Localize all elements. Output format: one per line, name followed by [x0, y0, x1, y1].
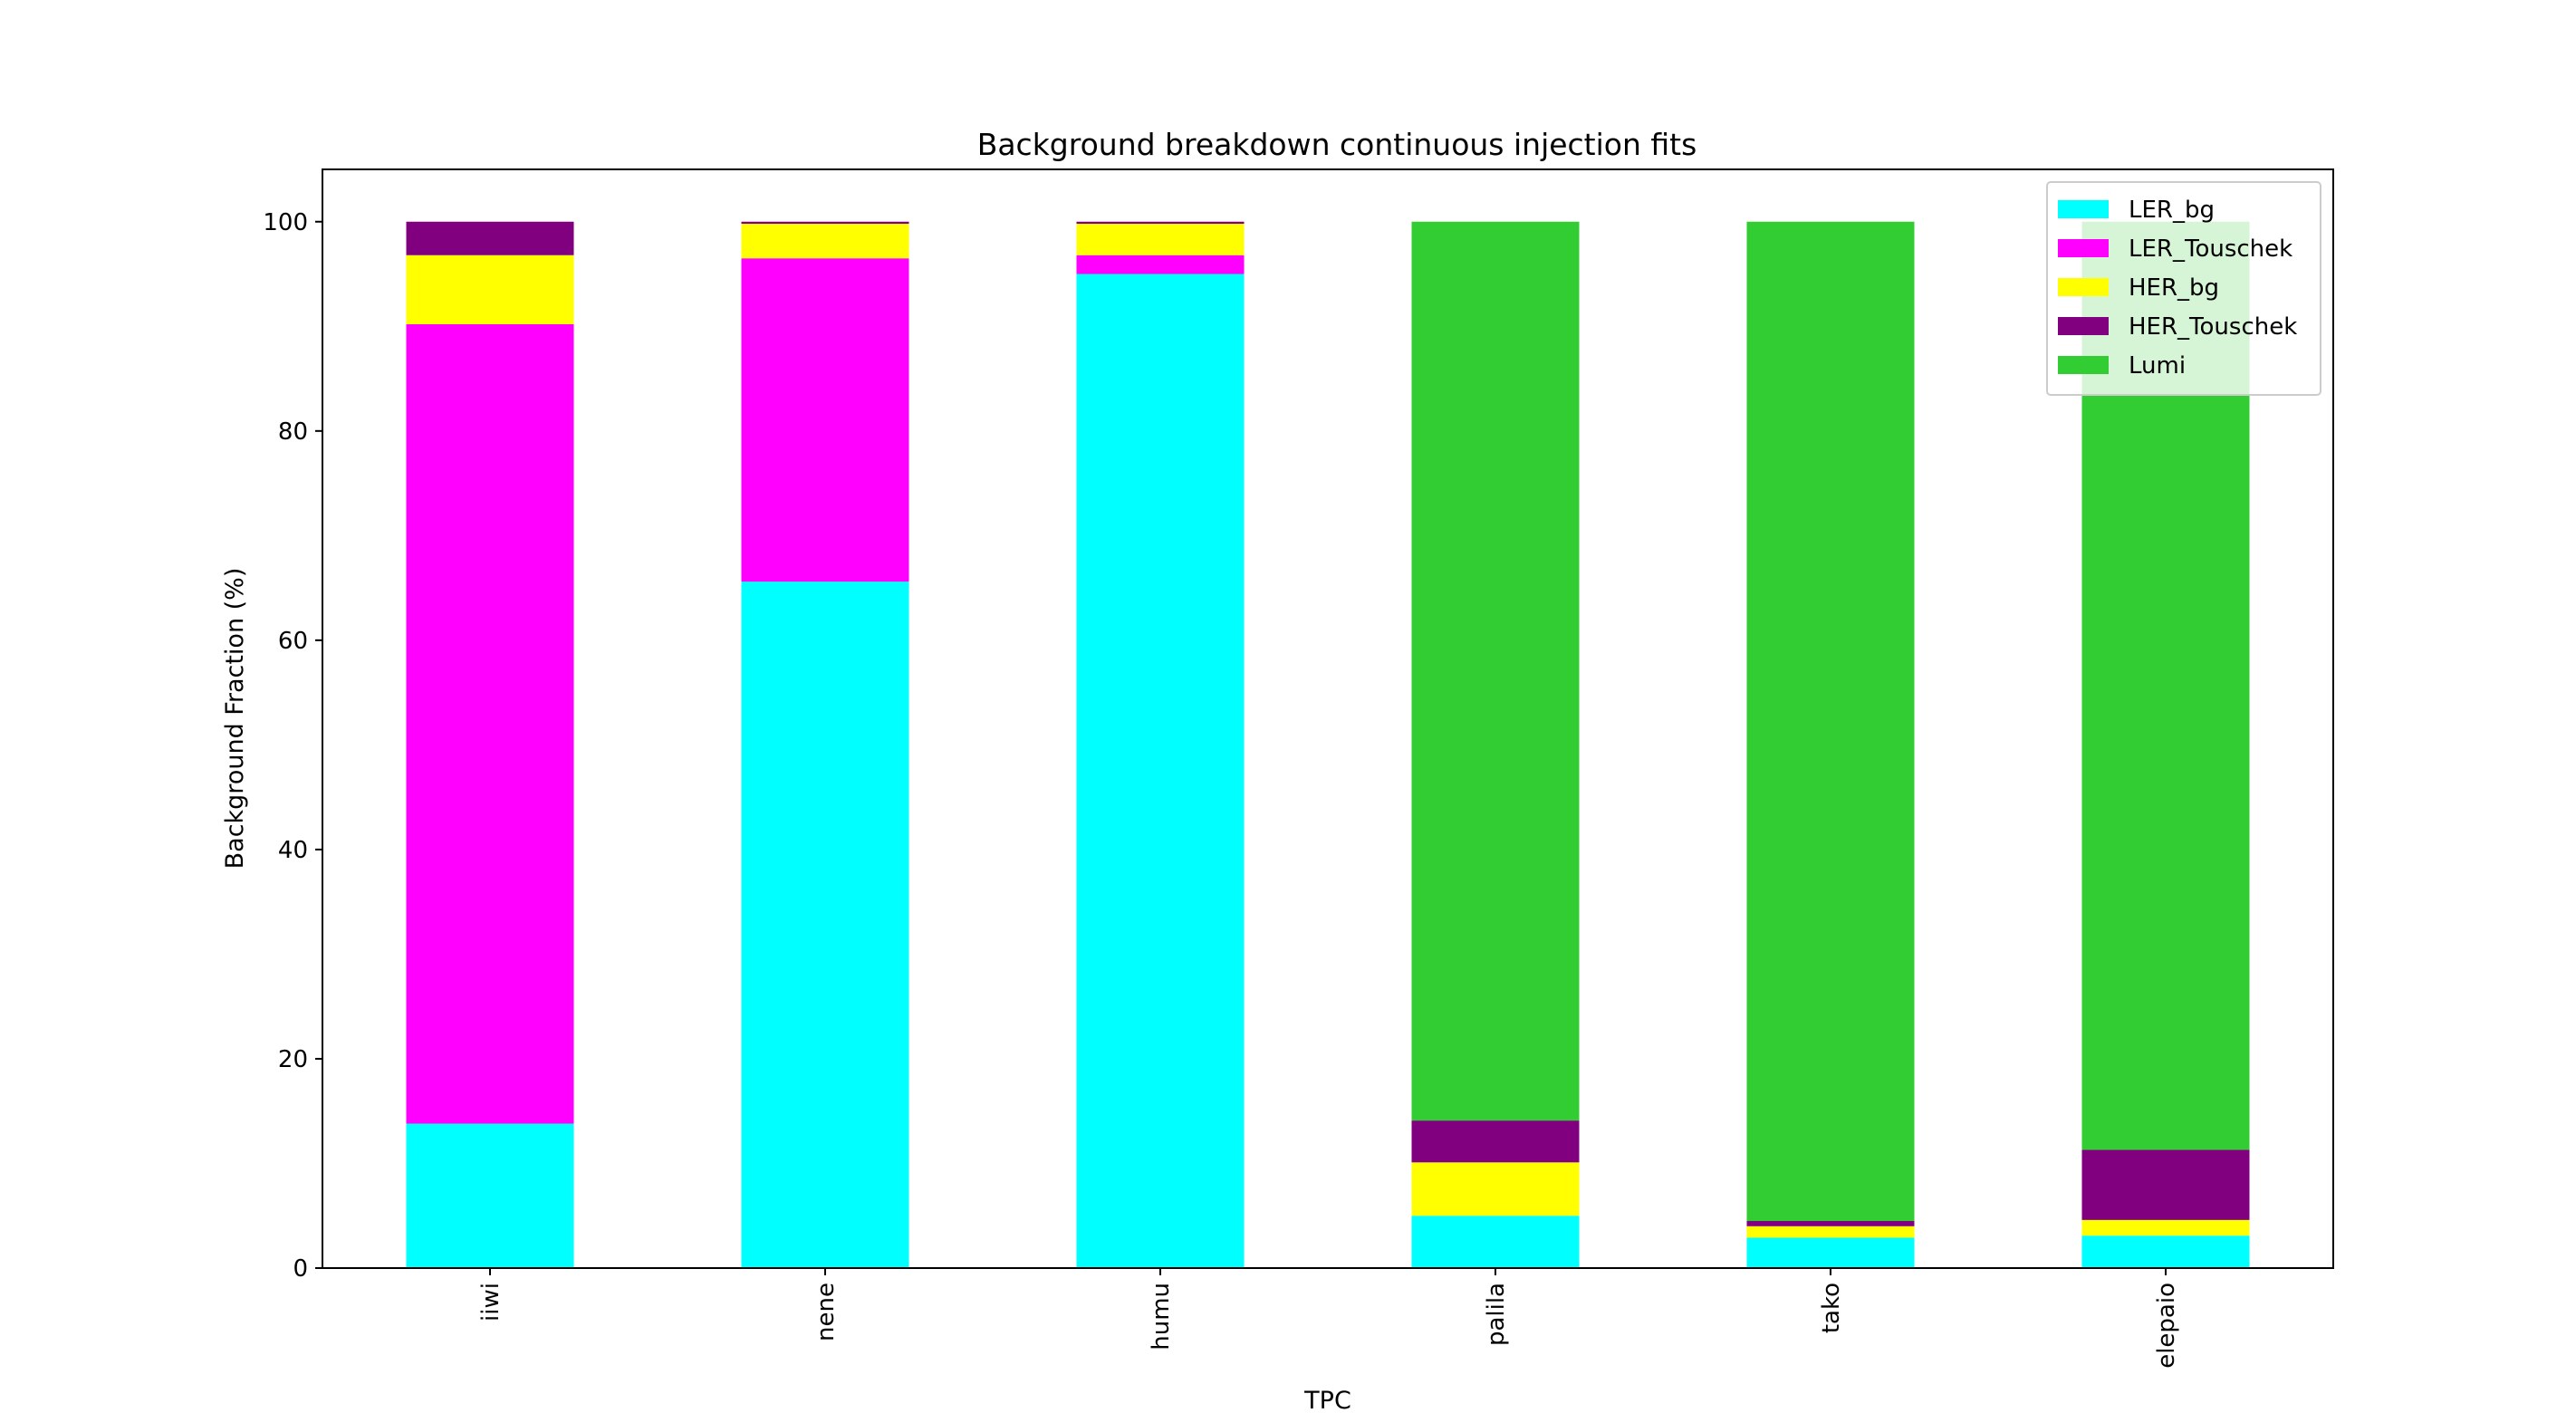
bars-group [406, 221, 2250, 1268]
x-tick-label: palila [1483, 1283, 1510, 1346]
y-axis-label: Background Fraction (%) [221, 568, 249, 870]
bar-tako-HER_Touschek [1746, 1221, 1915, 1226]
bar-nene-LER_bg [741, 582, 909, 1268]
bar-humu-HER_bg [1076, 224, 1245, 255]
y-tick-label: 80 [278, 418, 308, 446]
x-tick-label: nene [812, 1283, 840, 1341]
bar-tako-HER_bg [1746, 1226, 1915, 1238]
y-tick-label: 40 [278, 837, 308, 864]
x-tick-label: tako [1818, 1283, 1845, 1333]
bar-tako-LER_bg [1746, 1237, 1915, 1268]
x-tick-label: elepaio [2153, 1283, 2180, 1369]
legend-swatch [2058, 356, 2109, 374]
legend-label: LER_Touschek [2129, 236, 2292, 263]
bar-elepaio-HER_bg [2081, 1219, 2250, 1236]
chart-title: Background breakdown continuous injectio… [977, 127, 1697, 162]
legend-swatch [2058, 200, 2109, 218]
bar-nene-LER_Touschek [741, 258, 909, 582]
legend-label: HER_Touschek [2129, 313, 2297, 341]
y-tick-label: 100 [263, 209, 308, 236]
bar-iiwi-HER_Touschek [406, 221, 574, 255]
legend-swatch [2058, 239, 2109, 257]
legend-box [2046, 181, 2321, 396]
legend-label: Lumi [2129, 352, 2186, 380]
bar-tako-Lumi [1746, 221, 1915, 1222]
y-tick-label: 0 [293, 1255, 308, 1283]
legend-label: HER_bg [2129, 274, 2219, 302]
bar-iiwi-HER_bg [406, 255, 574, 324]
bar-humu-LER_Touschek [1076, 255, 1245, 274]
bar-humu-HER_Touschek [1076, 221, 1245, 225]
legend-label: LER_bg [2129, 197, 2215, 224]
y-tick-label: 60 [278, 628, 308, 655]
x-axis: iiwi nene humu palila tako elepaio [477, 1268, 2180, 1369]
legend: LER_bg LER_Touschek HER_bg HER_Touschek Lumi [2046, 181, 2321, 396]
bar-palila-Lumi [1411, 221, 1580, 1121]
bar-iiwi-LER_bg [406, 1123, 574, 1268]
plot-frame [322, 168, 2334, 1269]
bar-palila-HER_Touschek [1411, 1120, 1580, 1163]
bar-nene-HER_Touschek [741, 221, 909, 225]
y-tick-label: 20 [278, 1046, 308, 1073]
bar-palila-LER_bg [1411, 1216, 1580, 1268]
x-axis-label: TPC [1303, 1387, 1351, 1413]
y-axis: 0 20 40 60 80 100 [263, 209, 322, 1283]
bar-iiwi-LER_Touschek [406, 323, 574, 1124]
legend-swatch [2058, 278, 2109, 296]
legend-swatch [2058, 317, 2109, 335]
x-tick-label: iiwi [477, 1283, 505, 1322]
bar-elepaio-HER_Touschek [2081, 1149, 2250, 1220]
bar-elepaio-LER_bg [2081, 1235, 2250, 1268]
x-tick-label: humu [1148, 1283, 1175, 1351]
bar-palila-HER_bg [1411, 1162, 1580, 1216]
bar-nene-HER_bg [741, 224, 909, 259]
bar-humu-LER_bg [1076, 274, 1245, 1268]
